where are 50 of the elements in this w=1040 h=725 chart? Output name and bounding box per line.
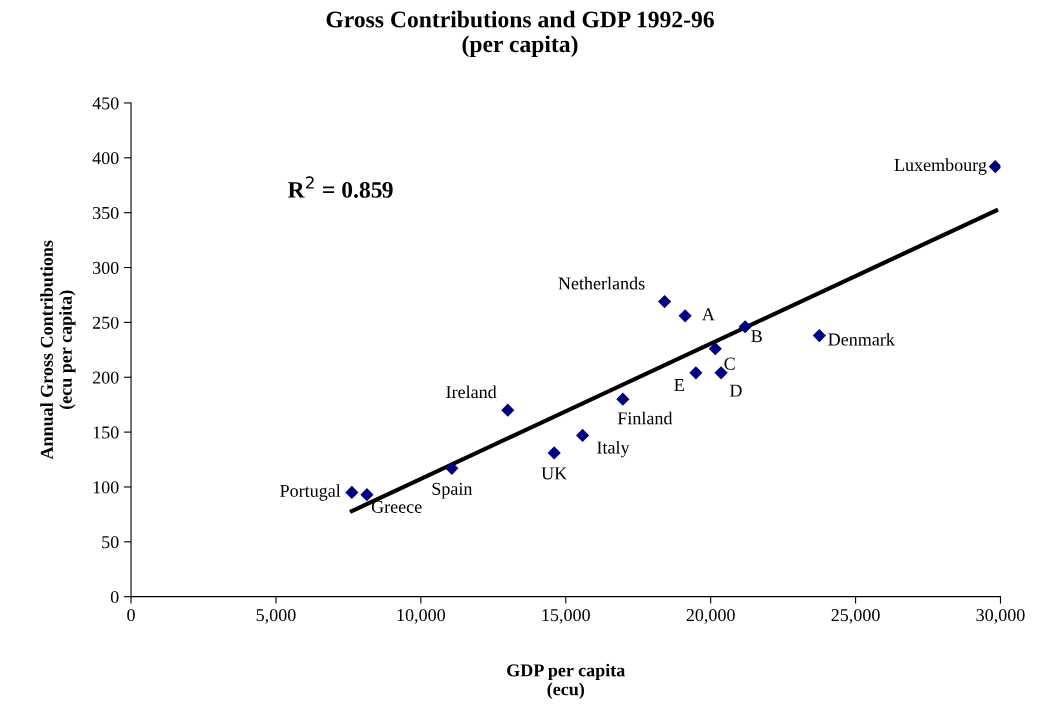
x-tick-label: 20,000	[686, 609, 735, 624]
chart-title: Gross Contributions and GDP 1992-96 (per capita)	[326, 10, 714, 57]
annotation: B	[751, 330, 762, 343]
annotation: Spain	[432, 482, 473, 499]
point	[345, 485, 359, 500]
annotation: D	[729, 384, 742, 397]
annotation: C	[724, 357, 735, 370]
y-tick-label: 200	[92, 371, 119, 384]
point	[738, 320, 752, 334]
annotation: Luxembourg	[894, 158, 987, 175]
annotation: Denmark	[828, 332, 895, 346]
point	[988, 160, 1001, 174]
point	[689, 366, 703, 380]
point	[658, 294, 672, 309]
x-tick-label: 15,000	[542, 609, 590, 624]
y-tick-label: 450	[92, 97, 119, 110]
point	[360, 488, 374, 502]
x-tick-label: 5,000	[256, 609, 296, 624]
y-axis-title: Annual Gross Contributions (ecu per capita)	[40, 240, 76, 460]
y-tick-label: 250	[92, 316, 119, 329]
y-tick-label: 400	[92, 152, 119, 165]
point	[575, 428, 590, 442]
x-tick-label: 25,000	[831, 609, 880, 624]
point	[501, 403, 515, 417]
x-axis-title: GDP per capita (ecu)	[507, 663, 626, 699]
point	[616, 392, 630, 406]
y-tick-label: 350	[93, 206, 119, 220]
annotation: E	[674, 379, 684, 391]
y-tick-label: 150	[93, 426, 119, 439]
annotation: UK	[541, 467, 568, 480]
y-tick-label: 300	[93, 261, 119, 274]
point	[812, 328, 826, 343]
y-tick-label: 0	[110, 590, 119, 604]
y-tick-label: 50	[102, 536, 119, 549]
annotation: Netherlands	[558, 276, 645, 290]
annotation: A	[702, 308, 715, 321]
x-tick-label: 0	[127, 609, 135, 622]
annotation: Finland	[617, 411, 673, 425]
annotation: Portugal	[280, 484, 341, 501]
point	[445, 461, 459, 475]
x-tick-label: 10,000	[397, 609, 445, 624]
annotation: Italy	[597, 440, 630, 458]
point	[547, 446, 561, 460]
annotation: R$^{2}$ = 0.859	[287, 176, 393, 198]
y-tick-label: 100	[93, 481, 119, 494]
annotation: Ireland	[446, 385, 497, 399]
annotation: Greece	[371, 500, 422, 513]
point	[708, 342, 722, 356]
point	[678, 309, 692, 323]
x-tick-label: 30,000	[976, 609, 1025, 624]
